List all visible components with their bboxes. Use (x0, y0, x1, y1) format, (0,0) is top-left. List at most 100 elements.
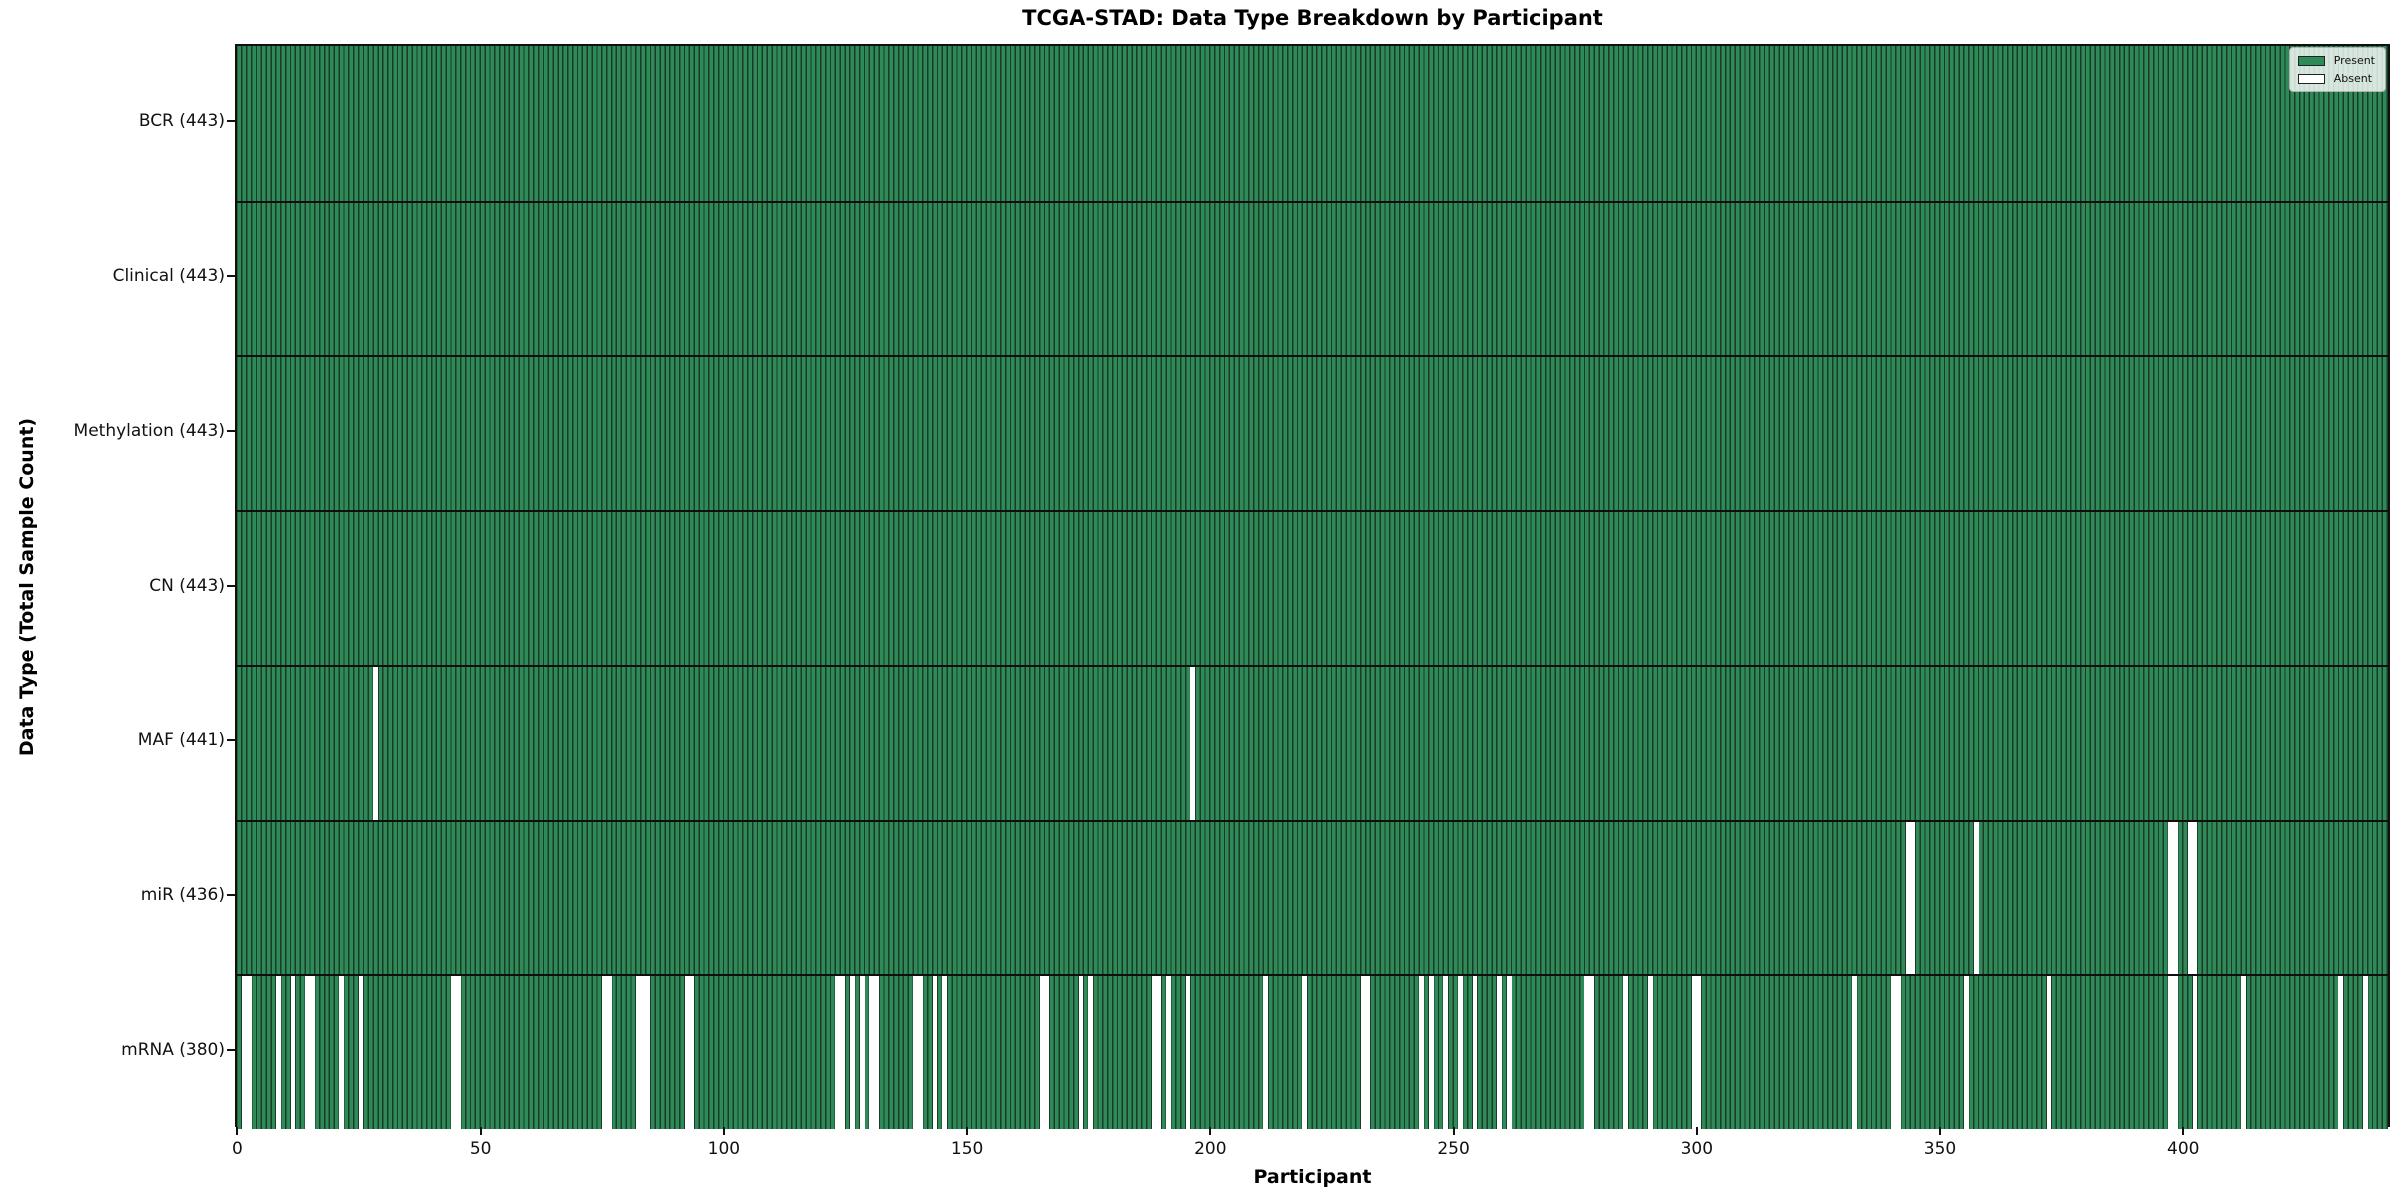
absent-bar (918, 976, 923, 1129)
absent-bar (1890, 976, 1896, 1129)
legend-entry-absent: Absent (2297, 72, 2375, 85)
absent-bar (1263, 976, 1269, 1129)
absent-bar (1190, 666, 1196, 820)
absent-bar (2168, 976, 2174, 1129)
absent-bar (2046, 976, 2052, 1129)
absent-bar (640, 976, 646, 1129)
y-tick-mark (227, 739, 235, 742)
x-tick-label: 50 (469, 1139, 492, 1159)
y-tick-label: Methylation (443) (73, 420, 225, 441)
absent-bar (2173, 976, 2178, 1129)
absent-bar (606, 976, 612, 1129)
x-tick-mark (1209, 1127, 1212, 1135)
absent-bar (1443, 976, 1449, 1129)
absent-bar (1589, 976, 1595, 1129)
absent-bar (1963, 976, 1969, 1129)
legend-swatch (2297, 73, 2325, 84)
y-tick-label: BCR (443) (138, 111, 225, 132)
absent-bar (859, 976, 865, 1129)
absent-bar (942, 976, 948, 1129)
absent-bar (1302, 976, 1308, 1129)
x-tick-mark (479, 1127, 482, 1135)
absent-bar (1458, 976, 1463, 1129)
y-tick-label: MAF (441) (137, 730, 225, 751)
x-tick-mark (236, 1127, 239, 1135)
absent-bar (246, 976, 252, 1129)
y-tick-mark (227, 893, 235, 896)
absent-bar (2192, 821, 2198, 975)
absent-bar (1039, 976, 1045, 1129)
x-tick-label: 200 (1194, 1139, 1227, 1159)
absent-bar (305, 976, 310, 1129)
absent-bar (1905, 821, 1911, 975)
absent-bar (869, 976, 875, 1129)
absent-bar (275, 976, 281, 1129)
legend-label: Absent (2333, 72, 2373, 85)
row-clinical (237, 200, 2388, 356)
x-axis-label: Participant (1253, 1166, 1372, 1188)
absent-bar (1895, 976, 1901, 1129)
absent-bar (451, 976, 456, 1129)
absent-bar (2187, 821, 2193, 975)
x-tick-label: 300 (1680, 1139, 1714, 1159)
absent-bar (1044, 976, 1050, 1129)
y-tick-label: Clinical (443) (112, 266, 225, 287)
legend-swatch (2297, 55, 2325, 66)
x-tick-label: 150 (950, 1139, 984, 1159)
absent-bar (1156, 976, 1162, 1129)
absent-bar (455, 976, 461, 1129)
y-tick-mark (227, 584, 235, 587)
absent-bar (1166, 976, 1171, 1129)
x-tick-label: 350 (1923, 1139, 1957, 1159)
legend-entry-present: Present (2297, 54, 2375, 67)
x-tick-mark (1695, 1127, 1698, 1135)
absent-bar (1647, 976, 1653, 1129)
absent-bar (913, 976, 919, 1129)
absent-bar (241, 976, 247, 1129)
plot-area (235, 44, 2390, 1129)
row-maf (237, 664, 2388, 820)
absent-bar (2168, 821, 2174, 975)
absent-bar (635, 976, 641, 1129)
absent-bar (1910, 821, 1916, 975)
x-tick-mark (1939, 1127, 1942, 1135)
absent-bar (2173, 821, 2178, 975)
absent-bar (2362, 976, 2368, 1129)
x-tick-mark (722, 1127, 725, 1135)
absent-bar (835, 976, 841, 1129)
y-tick-mark (227, 1048, 235, 1051)
absent-bar (1506, 976, 1512, 1129)
y-tick-mark (227, 120, 235, 123)
absent-bar (932, 976, 938, 1129)
absent-bar (1428, 976, 1434, 1129)
absent-bar (1623, 976, 1629, 1129)
absent-bar (1584, 976, 1590, 1129)
row-mrna (237, 974, 2388, 1129)
row-mir (237, 819, 2388, 975)
legend: Present Absent (2288, 47, 2386, 92)
y-tick-label: miR (436) (140, 884, 225, 905)
x-tick-label: 0 (232, 1139, 243, 1159)
absent-bar (1088, 976, 1094, 1129)
absent-bar (2338, 976, 2344, 1129)
absent-bar (290, 976, 296, 1129)
absent-bar (1185, 976, 1191, 1129)
absent-bar (1078, 976, 1084, 1129)
absent-bar (684, 976, 690, 1129)
absent-bar (2192, 976, 2198, 1129)
x-tick-label: 250 (1437, 1139, 1470, 1159)
x-tick-mark (2182, 1127, 2185, 1135)
row-cn (237, 510, 2388, 665)
absent-bar (689, 976, 695, 1129)
row-methylation (237, 355, 2388, 511)
absent-bar (358, 976, 364, 1129)
chart-title: TCGA-STAD: Data Type Breakdown by Partic… (1022, 6, 1603, 30)
x-tick-mark (966, 1127, 969, 1135)
x-tick-mark (1452, 1127, 1455, 1135)
y-tick-label: CN (443) (149, 575, 225, 596)
absent-bar (1852, 976, 1857, 1129)
absent-bar (2241, 976, 2247, 1129)
absent-bar (849, 976, 855, 1129)
absent-bar (1419, 976, 1424, 1129)
